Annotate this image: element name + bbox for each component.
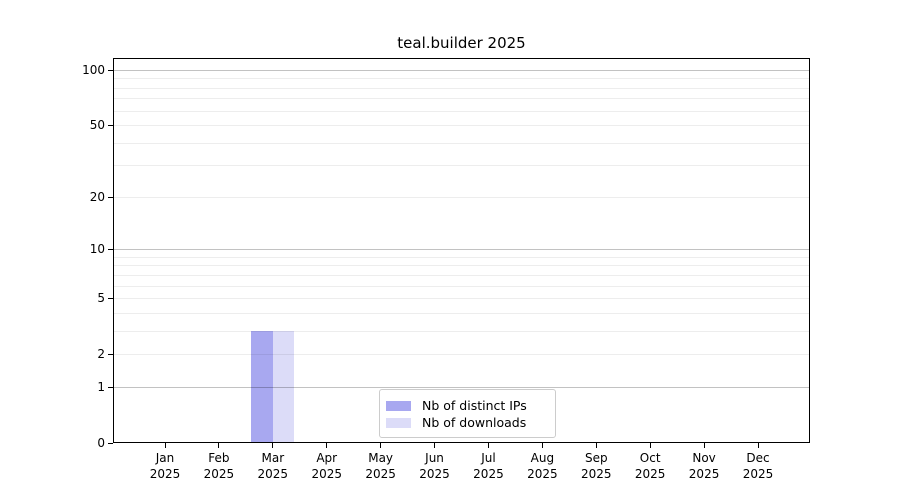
x-tick-mark [380,443,382,448]
gridline-minor [114,330,809,332]
x-tick-month: Sep [584,451,608,465]
x-tick-month: Jan [155,451,175,465]
x-tick-label: Apr 2025 [300,451,354,482]
x-tick-year: 2025 [257,466,289,481]
x-tick-mark [164,443,166,448]
x-tick-year: 2025 [419,466,450,481]
x-tick-label: Jul 2025 [461,451,515,482]
legend: Nb of distinct IPs Nb of downloads [379,389,556,438]
x-tick-year: 2025 [742,466,774,481]
y-tick-mark [108,353,113,355]
y-tick-label: 50 [89,118,105,133]
x-tick-label: May 2025 [354,451,408,482]
x-tick-mark [218,443,220,448]
gridline-minor [114,285,809,287]
x-tick-month: Apr [316,451,338,465]
gridline-minor [114,164,809,166]
gridline-major [114,69,809,71]
gridline-minor [114,312,809,314]
y-tick-mark [108,69,113,71]
gridline-major [114,386,809,388]
x-tick-month: Jun [425,451,444,465]
x-tick-label: Jan 2025 [138,451,192,482]
y-tick-mark [108,248,113,250]
x-tick-year: 2025 [311,466,342,481]
x-tick-label: Feb 2025 [192,451,246,482]
y-tick-label: 2 [97,347,105,362]
gridline-minor [114,264,809,266]
x-tick-year: 2025 [580,466,612,481]
x-tick-label: Nov 2025 [677,451,731,482]
legend-entry-distinct-ips: Nb of distinct IPs [386,397,555,414]
gridline-minor [114,196,809,198]
x-tick-year: 2025 [473,466,504,481]
gridline-minor [114,142,809,144]
legend-label-downloads: Nb of downloads [422,415,527,430]
x-tick-year: 2025 [149,466,181,481]
legend-swatch-downloads [386,417,411,428]
y-tick-mark [108,386,113,388]
x-tick-label: Jun 2025 [408,451,462,482]
x-tick-label: Mar 2025 [246,451,300,482]
gridline-minor [114,353,809,355]
y-tick-label: 0 [97,436,105,450]
x-tick-mark [757,443,759,448]
x-tick-label: Oct 2025 [623,451,677,482]
legend-label-distinct-ips: Nb of distinct IPs [422,398,527,413]
y-tick-mark [108,196,113,198]
x-tick-year: 2025 [688,466,720,481]
x-tick-label: Dec 2025 [731,451,785,482]
x-tick-mark [272,443,274,448]
legend-swatch-distinct-ips [386,400,411,411]
gridline-minor [114,110,809,112]
gridline-minor [114,77,809,79]
bar-downloads [272,330,295,443]
y-tick-label: 1 [97,379,105,394]
x-tick-mark [487,443,489,448]
x-tick-mark [434,443,436,448]
y-tick-label: 20 [89,189,105,204]
x-tick-month: Oct [639,451,661,465]
x-tick-mark [703,443,705,448]
x-tick-mark [649,443,651,448]
x-tick-mark [595,443,597,448]
x-tick-month: Mar [261,451,285,465]
y-tick-mark [108,124,113,126]
gridline-minor [114,297,809,299]
x-tick-mark [541,443,543,448]
x-tick-month: Jul [481,451,496,465]
gridline-minor [114,124,809,126]
y-tick-label: 10 [89,242,105,257]
gridline-minor [114,256,809,258]
x-tick-mark [326,443,328,448]
y-tick-mark [108,442,113,444]
gridline-minor [114,97,809,99]
x-tick-month: Feb [208,451,230,465]
x-tick-month: Aug [530,451,555,465]
gridline-major [114,248,809,250]
x-tick-month: Dec [746,451,770,465]
x-tick-label: Aug 2025 [515,451,569,482]
x-tick-year: 2025 [634,466,666,481]
x-tick-year: 2025 [203,466,235,481]
y-tick-label: 100 [82,63,105,77]
bar-distinct-ips [251,330,273,443]
gridline-minor [114,274,809,276]
plot-area [113,58,810,443]
y-tick-label: 5 [97,291,105,306]
x-tick-label: Sep 2025 [569,451,623,482]
x-tick-year: 2025 [527,466,558,481]
chart-title: teal.builder 2025 [397,34,526,52]
gridline-minor [114,87,809,89]
legend-entry-downloads: Nb of downloads [386,414,555,431]
x-tick-year: 2025 [365,466,396,481]
x-tick-month: Nov [692,451,716,465]
y-tick-mark [108,297,113,299]
x-tick-month: May [368,451,394,465]
